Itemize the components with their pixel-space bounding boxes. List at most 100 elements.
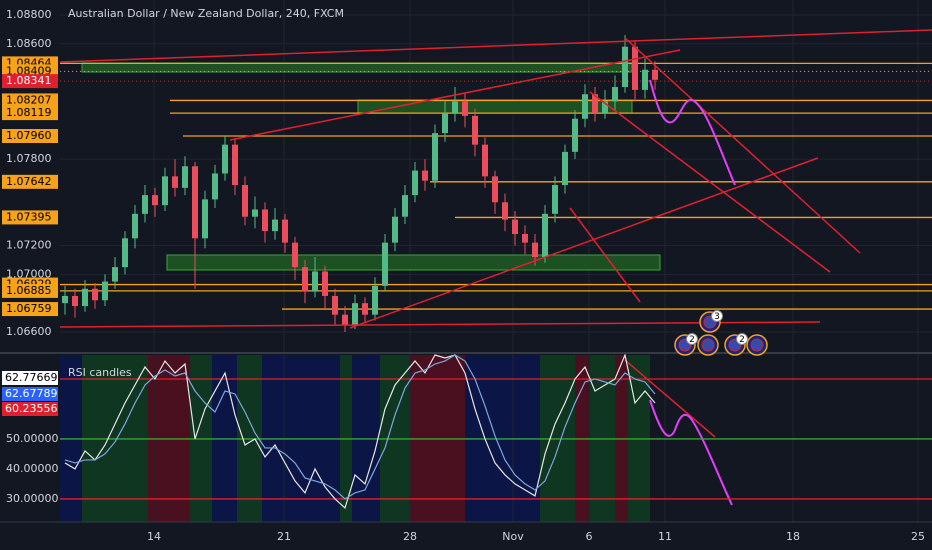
candle-body <box>462 101 468 116</box>
candle-body <box>142 195 148 214</box>
price-label-bg <box>2 302 58 317</box>
x-tick-label: 14 <box>147 530 161 543</box>
candle-body <box>412 170 418 196</box>
candle-body <box>622 46 628 88</box>
rsi-tag-bg <box>2 371 58 385</box>
x-tick-label: 25 <box>911 530 925 543</box>
axes: 14 21 28 Nov 6 11 18 25 1.08800 1.08600 1.07800 1.0… <box>2 8 925 543</box>
y-tick-label: 1.08600 <box>6 37 52 50</box>
price-label-bg <box>2 129 58 144</box>
event-icon-inner <box>750 338 764 352</box>
candle-body <box>572 118 578 152</box>
x-tick-label: 21 <box>277 530 291 543</box>
x-tick-label: 11 <box>658 530 672 543</box>
price-label: 1.06759 <box>6 302 52 315</box>
candle-body <box>212 173 218 200</box>
trend-line <box>624 37 861 254</box>
candle-body <box>592 94 598 113</box>
projection <box>649 399 733 506</box>
y-tick-label: 1.07200 <box>6 239 52 252</box>
candle-body <box>132 213 138 239</box>
candle-body <box>522 233 528 243</box>
candle-body <box>252 209 258 217</box>
price-label: 1.08207 <box>6 93 52 106</box>
candle-body <box>312 271 318 292</box>
price-label-bg <box>2 174 58 189</box>
candle-body <box>632 46 638 90</box>
price-label: 1.08341 <box>6 74 52 87</box>
price-label-bg <box>2 74 58 89</box>
candle-body <box>392 216 398 243</box>
candle-body <box>602 101 608 113</box>
price-label-bg <box>2 93 58 108</box>
candle-body <box>652 69 658 80</box>
trend-line <box>59 321 821 328</box>
candle-body <box>242 185 248 217</box>
trend-line <box>589 91 831 273</box>
candle-body <box>292 242 298 268</box>
trend-line <box>349 157 819 329</box>
projection <box>649 79 736 186</box>
price-label: 1.07642 <box>6 175 52 188</box>
candle-body <box>92 288 98 301</box>
candle-body <box>502 202 508 220</box>
candle-body <box>612 87 618 102</box>
x-tick-label: 28 <box>403 530 417 543</box>
candle-body <box>542 213 548 258</box>
candle-body <box>452 101 458 113</box>
candle-body <box>642 69 648 90</box>
candle-body <box>152 195 158 206</box>
rsi-tag-bg <box>2 387 58 401</box>
x-tick-label: 6 <box>586 530 593 543</box>
candle-body <box>72 295 78 307</box>
candle-body <box>422 170 428 181</box>
candle-body <box>482 144 488 177</box>
event-badge: 2 <box>689 335 695 345</box>
candle-body <box>192 166 198 239</box>
event-icon-inner <box>701 338 715 352</box>
trend-line <box>59 29 932 63</box>
rsi-tag: 62.67789 <box>5 387 58 400</box>
candle-body <box>202 199 208 239</box>
price-label: 1.07960 <box>6 129 52 142</box>
candle-body <box>342 314 348 325</box>
trend-line <box>624 359 716 438</box>
rsi-tick-label: 30.00000 <box>6 492 59 505</box>
price-label: 1.08119 <box>6 106 52 119</box>
candle-body <box>282 219 288 243</box>
candle-body <box>432 133 438 181</box>
event-badge-bg <box>736 333 748 345</box>
candle-body <box>102 281 108 301</box>
trend-line <box>229 49 681 141</box>
time-axis <box>0 522 932 550</box>
candle-body <box>162 176 168 206</box>
candle-body <box>582 94 588 119</box>
candle-body <box>352 303 358 325</box>
rsi-tag-bg <box>2 402 58 416</box>
trend-line <box>569 207 641 303</box>
price-label-bg <box>2 283 58 298</box>
y-tick-label: 1.07000 <box>6 267 52 280</box>
rsi-tick-label: 40.00000 <box>6 462 59 475</box>
candle-body <box>362 303 368 315</box>
rsi-title: RSI candles <box>68 366 132 379</box>
candle-body <box>122 238 128 268</box>
candle-body <box>552 185 558 214</box>
price-label: 1.08409 <box>6 64 52 77</box>
x-tick-label: Nov <box>502 530 524 543</box>
candle-body <box>472 115 478 145</box>
y-tick-label: 1.07800 <box>6 152 52 165</box>
price-label: 1.06885 <box>6 284 52 297</box>
candle-body <box>172 176 178 188</box>
event-badge-bg <box>711 310 723 322</box>
zone <box>81 62 633 73</box>
rsi-panel <box>60 352 932 509</box>
rsi-tag: 62.77669 <box>5 371 58 384</box>
candle-body <box>562 151 568 186</box>
candle-body <box>332 295 338 315</box>
candle-body <box>62 295 68 304</box>
candle-body <box>322 271 328 296</box>
candles <box>62 35 658 332</box>
candle-body <box>492 176 498 203</box>
